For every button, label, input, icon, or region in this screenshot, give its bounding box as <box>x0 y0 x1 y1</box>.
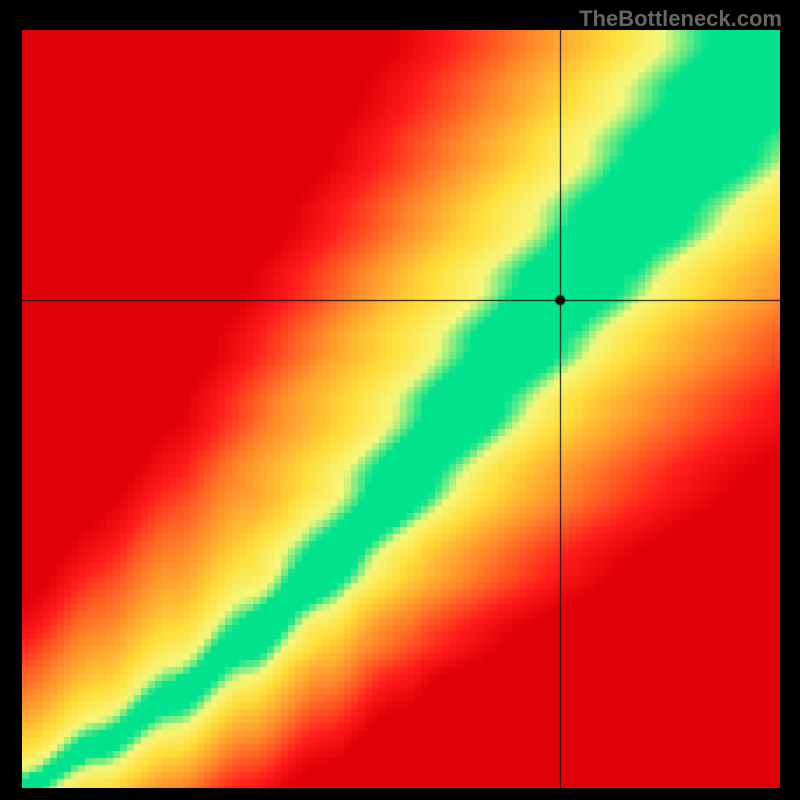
watermark: TheBottleneck.com <box>579 6 782 32</box>
heatmap-plot <box>22 30 780 788</box>
